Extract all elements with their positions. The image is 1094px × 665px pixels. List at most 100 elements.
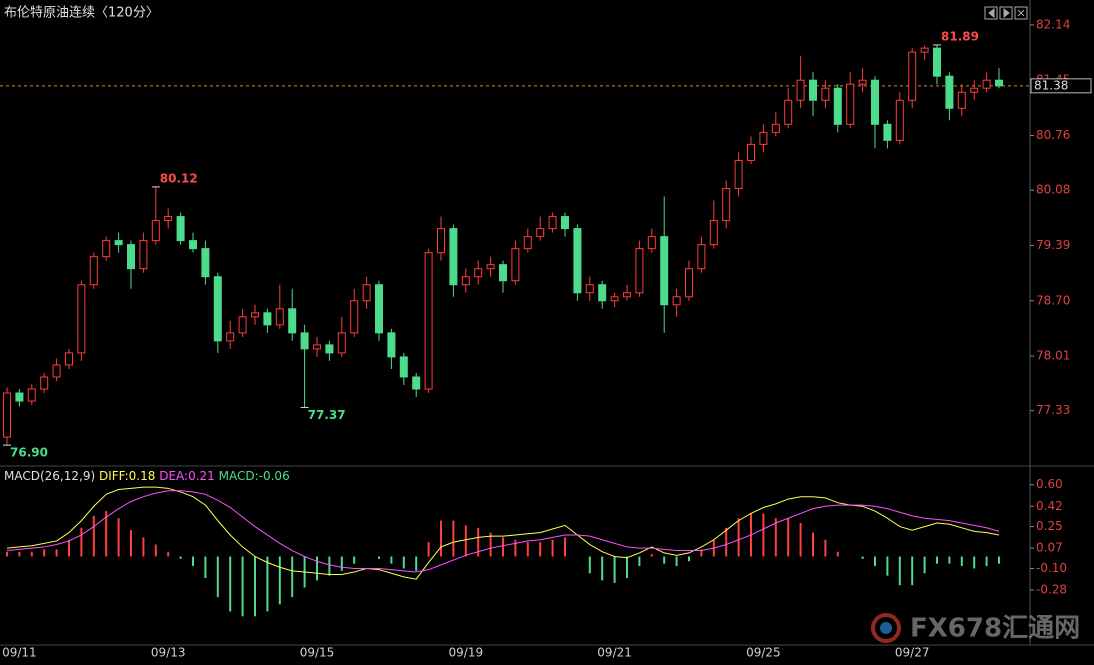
candle-body (486, 264, 495, 270)
candle-body (139, 240, 148, 270)
candle-body (424, 252, 433, 390)
candle-body (412, 376, 421, 390)
low-label: 77.37 (308, 408, 346, 422)
watermark: FX678汇通网 (871, 613, 1080, 644)
y-tick-label: 0.42 (1036, 499, 1063, 513)
candle-body (387, 332, 396, 358)
watermark-logo (880, 622, 892, 634)
candle-body (399, 356, 408, 378)
y-tick-label: -0.10 (1036, 561, 1067, 575)
candle-body (300, 332, 309, 350)
candle-body (945, 75, 954, 109)
candle-body (89, 256, 98, 286)
candle-body (523, 236, 532, 250)
candle-body (15, 392, 24, 402)
x-tick-label: 09/19 (449, 646, 484, 660)
candle-body (970, 87, 979, 93)
candle-body (437, 228, 445, 254)
y-tick-label: 77.33 (1036, 403, 1070, 417)
candle-body (759, 131, 768, 145)
last-price-box (1030, 78, 1092, 94)
candle-body (610, 296, 619, 302)
legend-title: MACD(26,12,9) (4, 469, 95, 483)
candle-body (871, 79, 879, 125)
candle-body (102, 240, 111, 258)
toolbar (984, 6, 1028, 20)
candle-body (474, 268, 483, 278)
legend: MACD(26,12,9) DIFF:0.18 DEA:0.21 MACD:-0… (4, 469, 290, 483)
y-tick-label: 80.76 (1036, 128, 1070, 142)
candle-body (908, 51, 917, 101)
candle-body (561, 216, 569, 230)
candle-body (3, 392, 11, 438)
candle-body (734, 159, 743, 189)
candle-body (511, 248, 520, 282)
high-label: 81.89 (941, 29, 979, 43)
candle-body (201, 248, 210, 278)
candle-body (65, 352, 73, 366)
x-tick-label: 09/11 (2, 646, 37, 660)
candle-body (784, 99, 793, 125)
candle-body (821, 87, 830, 101)
candle-body (957, 91, 966, 109)
macd-line (6, 486, 1000, 580)
x-tick-label: 09/25 (746, 646, 781, 660)
macd-line (6, 490, 1000, 573)
y-tick-label: 0.25 (1036, 519, 1063, 533)
candle-body (164, 216, 173, 222)
candle-body (189, 240, 197, 250)
candle-body (598, 284, 607, 302)
candle-body (796, 79, 805, 101)
candle-body (858, 79, 867, 85)
toolbar-icon (988, 7, 1025, 19)
y-tick-label: 79.39 (1036, 238, 1070, 252)
candle-body (982, 79, 991, 89)
candle-body (238, 316, 247, 334)
candle-body (833, 87, 842, 125)
candle-body (127, 244, 135, 270)
candle-body (809, 79, 817, 101)
high-label: 80.12 (160, 171, 198, 185)
y-tick-label: 0.60 (1036, 477, 1063, 491)
candle-body (40, 376, 49, 390)
watermark-text: FX678汇通网 (910, 614, 1080, 644)
candle-body (635, 248, 644, 294)
chart-title: 布伦特原油连续〈120分〉 (4, 5, 159, 21)
x-tick-label: 09/21 (597, 646, 632, 660)
candle-body (176, 216, 185, 242)
candle-body (275, 308, 284, 326)
candle-body (709, 220, 718, 246)
candle-body (685, 268, 693, 298)
candle-body (499, 264, 507, 282)
candle-body (995, 79, 1003, 87)
last-price-label: 81.38 (1034, 78, 1068, 92)
candle-body (337, 332, 346, 354)
y-tick-label: 78.01 (1036, 349, 1070, 363)
legend-entry: MACD:-0.06 (219, 469, 290, 483)
candle-body (213, 276, 222, 342)
candle-body (362, 284, 371, 302)
low-label: 76.90 (10, 446, 48, 460)
y-tick-label: 78.70 (1036, 293, 1070, 307)
toolbar-button[interactable] (984, 6, 998, 20)
candle-body (226, 332, 235, 342)
candle-body (573, 228, 582, 294)
toolbar-button[interactable] (999, 6, 1013, 20)
candle-body (920, 47, 929, 53)
candle-body (461, 276, 470, 286)
toolbar-button[interactable] (1014, 6, 1028, 20)
candle-body (771, 123, 780, 133)
candle-body (251, 312, 259, 318)
x-tick-label: 09/15 (300, 646, 335, 660)
candle-body (895, 99, 904, 141)
candle-body (672, 296, 681, 306)
candle-body (883, 123, 892, 141)
candle-body (263, 312, 272, 326)
candle-body (449, 228, 458, 286)
candle-body (647, 236, 656, 250)
candle-body (660, 236, 669, 306)
candle-body (722, 187, 731, 222)
candle-body (114, 240, 123, 246)
candle-body (52, 364, 61, 378)
